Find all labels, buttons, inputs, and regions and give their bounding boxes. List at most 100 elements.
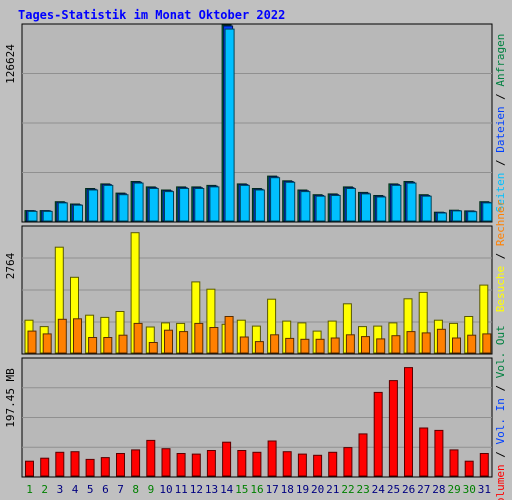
y-max-label: 197.45 MB (4, 368, 17, 428)
bar-rechner-day-6 (103, 337, 113, 354)
bar-rechner-day-3 (57, 318, 67, 354)
bar-seiten-day-12 (194, 188, 205, 222)
day-label-26: 26 (402, 483, 415, 496)
day-label-28: 28 (432, 483, 445, 496)
bar-seiten-day-17 (270, 177, 281, 222)
bar-seiten-day-24 (376, 196, 387, 222)
bar-seiten-day-5 (88, 189, 99, 222)
day-label-7: 7 (117, 483, 124, 496)
panel-top: 126624 (4, 23, 493, 223)
bar-seiten-day-30 (467, 211, 478, 222)
day-label-4: 4 (72, 483, 79, 496)
bar-seiten-day-15 (239, 184, 250, 222)
bar-rechner-day-9 (148, 342, 158, 354)
bar-volumen-day-3 (55, 451, 65, 477)
bar-volumen-day-21 (328, 451, 338, 477)
day-label-29: 29 (447, 483, 460, 496)
bar-rechner-day-5 (88, 337, 98, 354)
bar-volumen-day-12 (191, 453, 201, 477)
bar-rechner-day-16 (254, 341, 264, 354)
day-label-22: 22 (341, 483, 354, 496)
bar-seiten-day-4 (73, 204, 83, 222)
legend-separator: / (494, 87, 507, 107)
bar-seiten-day-7 (118, 194, 129, 222)
bar-volumen-day-29 (449, 449, 459, 477)
bar-rechner-day-17 (270, 334, 280, 354)
bar-seiten-day-6 (103, 184, 114, 222)
bar-seiten-day-18 (285, 181, 296, 222)
bar-rechner-day-20 (315, 338, 325, 354)
legend-separator: / (494, 444, 507, 464)
day-label-6: 6 (102, 483, 109, 496)
legend-separator: / (494, 153, 507, 173)
day-label-15: 15 (235, 483, 248, 496)
day-label-27: 27 (417, 483, 430, 496)
bar-rechner-day-19 (300, 338, 310, 354)
bar-volumen-day-17 (267, 440, 277, 477)
bar-seiten-day-3 (57, 202, 68, 222)
bar-rechner-day-14 (224, 316, 234, 354)
bar-rechner-day-13 (209, 327, 219, 354)
day-label-13: 13 (205, 483, 218, 496)
legend-vol-in: Vol. In (494, 398, 507, 444)
bar-volumen-day-31 (479, 453, 489, 477)
day-label-11: 11 (175, 483, 188, 496)
bar-volumen-day-28 (434, 429, 444, 477)
y-max-label: 126624 (4, 44, 17, 84)
day-label-1: 1 (26, 483, 33, 496)
day-label-31: 31 (478, 483, 491, 496)
day-label-9: 9 (148, 483, 155, 496)
bar-rechner-day-24 (376, 338, 386, 354)
right-label-group: Besuche / Rechner (494, 199, 507, 312)
bar-seiten-day-8 (133, 182, 144, 222)
bar-rechner-day-31 (482, 333, 492, 354)
day-label-24: 24 (372, 483, 386, 496)
bar-volumen-day-15 (237, 450, 247, 477)
panel-bottom: 197.45 MB (4, 357, 493, 478)
day-label-3: 3 (57, 483, 64, 496)
bar-seiten-day-22 (345, 188, 356, 222)
bar-seiten-day-23 (361, 193, 371, 222)
day-label-5: 5 (87, 483, 94, 496)
bar-seiten-day-14 (224, 28, 235, 222)
bar-seiten-day-10 (164, 191, 174, 222)
day-label-30: 30 (463, 483, 476, 496)
bar-rechner-day-4 (73, 318, 82, 354)
bar-rechner-day-18 (285, 337, 295, 354)
bar-volumen-day-23 (358, 433, 368, 477)
bar-volumen-day-24 (373, 391, 383, 477)
bar-rechner-day-27 (421, 332, 431, 354)
bar-seiten-day-1 (27, 210, 38, 222)
day-label-10: 10 (159, 483, 172, 496)
day-label-8: 8 (132, 483, 139, 496)
bar-volumen-day-27 (419, 427, 429, 477)
bar-volumen-day-6 (100, 457, 110, 477)
bar-rechner-day-2 (42, 333, 52, 354)
bar-volumen-day-18 (282, 451, 292, 477)
bar-volumen-day-13 (206, 450, 216, 477)
bar-seiten-day-20 (315, 195, 326, 222)
chart-title: Tages-Statistik im Monat Oktober 2022 (18, 8, 285, 22)
bar-seiten-day-28 (436, 212, 447, 222)
bar-rechner-day-25 (391, 335, 401, 354)
bar-volumen-day-8 (131, 449, 141, 477)
bar-rechner-day-30 (467, 334, 477, 354)
bar-seiten-day-27 (421, 195, 432, 222)
bar-rechner-day-28 (436, 328, 446, 354)
bar-volumen-day-14 (222, 441, 232, 477)
legend-besuche: Besuche (494, 266, 507, 312)
bar-volumen-day-30 (464, 460, 474, 477)
day-label-14: 14 (220, 483, 234, 496)
bar-rechner-day-1 (27, 330, 37, 354)
bar-seiten-day-19 (300, 191, 311, 222)
bar-volumen-day-4 (70, 451, 80, 477)
day-label-19: 19 (296, 483, 309, 496)
bar-seiten-day-29 (452, 210, 462, 222)
panel-middle: 2764 (4, 225, 493, 355)
bar-rechner-day-8 (133, 322, 143, 354)
day-label-17: 17 (266, 483, 279, 496)
bar-volumen-day-7 (116, 453, 125, 477)
right-label-group: Volumen / Vol. In / Vol. Out (494, 325, 507, 500)
